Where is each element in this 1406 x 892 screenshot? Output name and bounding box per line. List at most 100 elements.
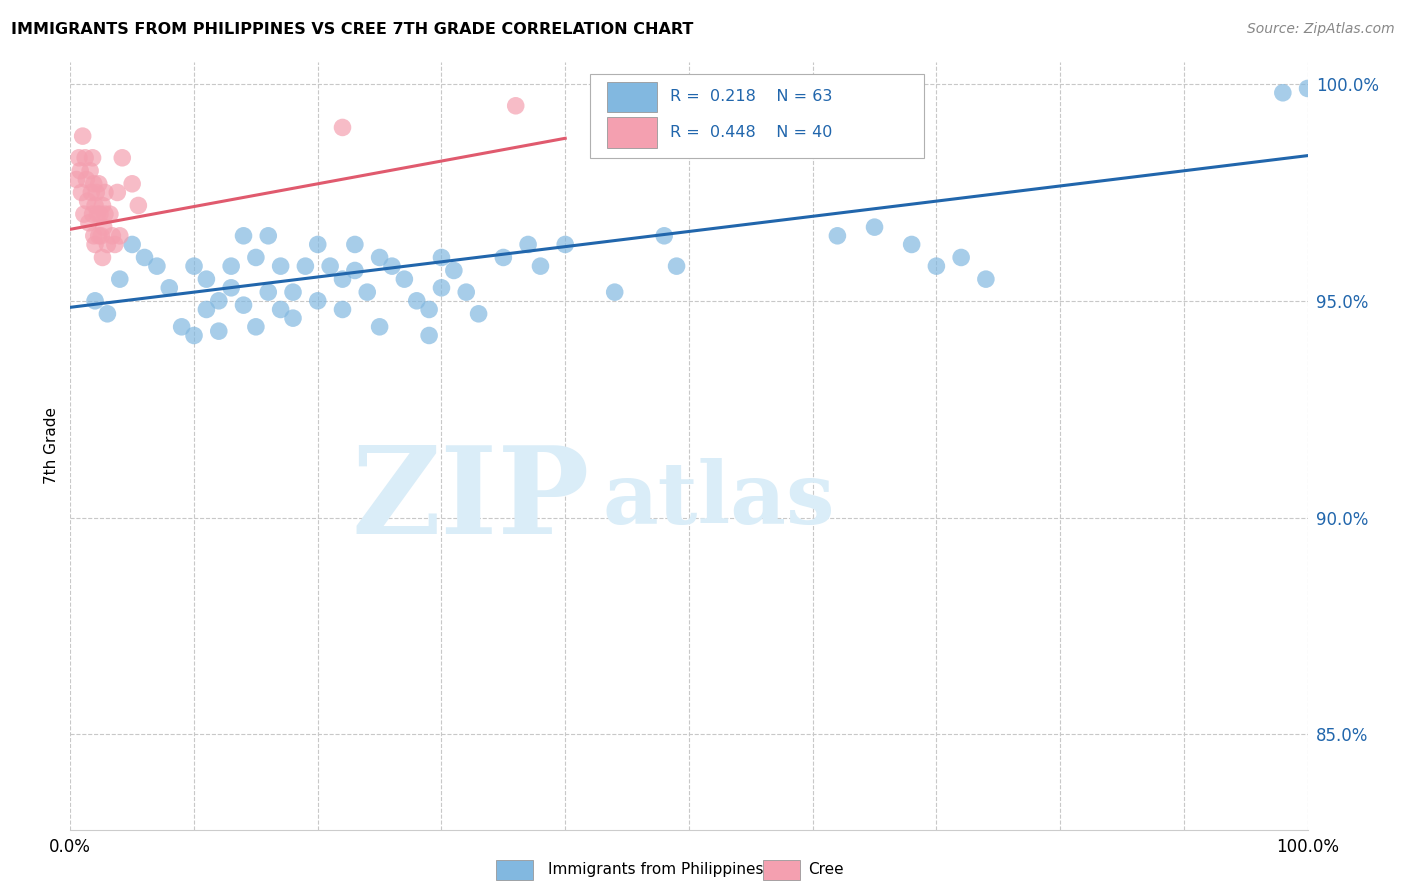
- Point: [343, 237, 366, 252]
- Point: [101, 228, 124, 243]
- FancyBboxPatch shape: [496, 860, 533, 880]
- Y-axis label: 7th Grade: 7th Grade: [44, 408, 59, 484]
- Point: [98, 207, 121, 221]
- Point: [91, 251, 114, 265]
- Point: [456, 285, 478, 300]
- Point: [900, 237, 922, 252]
- Point: [950, 251, 973, 265]
- Point: [232, 298, 254, 312]
- Text: Source: ZipAtlas.com: Source: ZipAtlas.com: [1247, 22, 1395, 37]
- Point: [77, 216, 100, 230]
- Point: [84, 198, 107, 212]
- Point: [93, 220, 115, 235]
- Point: [332, 272, 354, 286]
- Point: [467, 307, 489, 321]
- Point: [418, 302, 440, 317]
- FancyBboxPatch shape: [763, 860, 800, 880]
- Point: [72, 129, 94, 144]
- Point: [80, 186, 103, 200]
- Point: [83, 177, 105, 191]
- Point: [974, 272, 997, 286]
- Point: [75, 151, 97, 165]
- Point: [208, 324, 231, 338]
- Point: [121, 177, 143, 191]
- Text: R =  0.448    N = 40: R = 0.448 N = 40: [671, 125, 832, 140]
- Point: [104, 237, 127, 252]
- Point: [827, 228, 849, 243]
- Point: [368, 251, 391, 265]
- Text: R =  0.218    N = 63: R = 0.218 N = 63: [671, 89, 832, 104]
- Point: [443, 263, 465, 277]
- Point: [652, 228, 675, 243]
- Point: [554, 237, 576, 252]
- Text: Cree: Cree: [808, 863, 844, 877]
- Point: [82, 151, 104, 165]
- Point: [76, 194, 98, 208]
- Point: [70, 186, 93, 200]
- Point: [405, 293, 427, 308]
- Point: [111, 151, 134, 165]
- Point: [319, 259, 342, 273]
- Point: [157, 281, 180, 295]
- Point: [257, 228, 280, 243]
- Point: [343, 263, 366, 277]
- Point: [332, 120, 354, 135]
- Point: [183, 259, 205, 273]
- Point: [294, 259, 316, 273]
- Point: [89, 207, 111, 221]
- Point: [430, 251, 453, 265]
- Point: [94, 186, 117, 200]
- Text: atlas: atlas: [602, 458, 835, 541]
- Point: [232, 228, 254, 243]
- Point: [394, 272, 416, 286]
- Point: [529, 259, 551, 273]
- Text: ZIP: ZIP: [352, 441, 591, 558]
- Point: [90, 228, 112, 243]
- Point: [127, 198, 149, 212]
- Point: [105, 186, 128, 200]
- FancyBboxPatch shape: [607, 81, 657, 112]
- Point: [307, 237, 329, 252]
- Point: [94, 207, 117, 221]
- Point: [270, 302, 292, 317]
- Point: [219, 259, 242, 273]
- Point: [75, 172, 97, 186]
- Point: [84, 186, 107, 200]
- Point: [418, 328, 440, 343]
- Point: [82, 207, 104, 221]
- Point: [505, 99, 527, 113]
- Point: [356, 285, 378, 300]
- Point: [121, 237, 143, 252]
- Point: [195, 302, 218, 317]
- Point: [69, 163, 91, 178]
- Point: [108, 272, 131, 286]
- Point: [368, 319, 391, 334]
- Point: [67, 151, 90, 165]
- Point: [219, 281, 242, 295]
- Point: [665, 259, 688, 273]
- Point: [73, 207, 96, 221]
- Point: [84, 293, 107, 308]
- Point: [430, 281, 453, 295]
- Text: IMMIGRANTS FROM PHILIPPINES VS CREE 7TH GRADE CORRELATION CHART: IMMIGRANTS FROM PHILIPPINES VS CREE 7TH …: [11, 22, 693, 37]
- Point: [87, 228, 110, 243]
- Point: [84, 237, 107, 252]
- Point: [257, 285, 280, 300]
- Point: [381, 259, 404, 273]
- Point: [146, 259, 169, 273]
- Point: [925, 259, 948, 273]
- Point: [863, 220, 886, 235]
- Point: [281, 311, 304, 326]
- Point: [65, 172, 87, 186]
- Point: [96, 237, 118, 252]
- Point: [603, 285, 626, 300]
- Point: [1271, 86, 1294, 100]
- Text: Immigrants from Philippines: Immigrants from Philippines: [548, 863, 763, 877]
- Point: [492, 251, 515, 265]
- FancyBboxPatch shape: [607, 117, 657, 147]
- Point: [517, 237, 540, 252]
- Point: [96, 307, 118, 321]
- Point: [1296, 81, 1319, 95]
- Point: [183, 328, 205, 343]
- Point: [245, 251, 267, 265]
